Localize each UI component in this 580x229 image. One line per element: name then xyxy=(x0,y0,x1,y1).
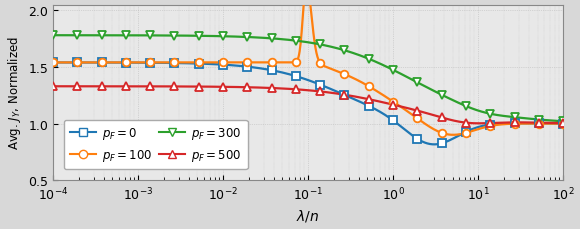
X-axis label: $\lambda/n$: $\lambda/n$ xyxy=(296,207,320,224)
Legend: $p_F = 0$, $p_F = 100$, $p_F = 300$, $p_F = 500$: $p_F = 0$, $p_F = 100$, $p_F = 300$, $p_… xyxy=(64,120,248,169)
Y-axis label: Avg. $J_Y$, Normalized: Avg. $J_Y$, Normalized xyxy=(6,36,23,150)
